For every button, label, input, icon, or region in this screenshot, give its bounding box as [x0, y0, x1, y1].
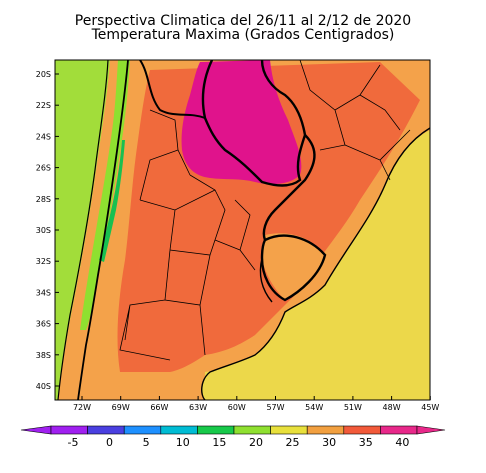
colorbar-label: 5 — [143, 436, 150, 449]
colorbar-arrow-high — [416, 425, 446, 435]
atlantic-coastline — [201, 127, 430, 400]
x-tick-label: 63W — [189, 403, 207, 412]
province-borders — [119, 109, 256, 361]
colorbar-label: 30 — [322, 436, 336, 449]
andes-border — [77, 60, 129, 400]
colorbar-segment — [343, 425, 381, 435]
x-tick-label: 48W — [383, 403, 401, 412]
y-axis: 20S 22S 24S 26S 28S 30S 32S 34S 36S 38S 40S — [36, 70, 59, 391]
bolivia-border — [139, 60, 206, 119]
colorbar-label: -5 — [67, 436, 78, 449]
very-hot-region — [181, 60, 302, 185]
andes-cool-strip — [80, 60, 130, 330]
y-tick-label: 24S — [36, 132, 51, 141]
plot-area — [55, 60, 430, 400]
y-tick-label: 30S — [36, 226, 51, 235]
pacific-coastline — [57, 60, 109, 400]
uruguay-warm — [262, 233, 325, 300]
paraguay-border — [201, 60, 307, 187]
y-tick-label: 26S — [36, 164, 51, 173]
colorbar-arrow-low — [20, 425, 52, 435]
rio-de-la-plata — [259, 257, 273, 303]
x-tick-label: 51W — [344, 403, 362, 412]
map-title: Perspectiva Climatica del 26/11 al 2/12 … — [74, 13, 412, 29]
pacific-ocean — [55, 60, 110, 400]
colorbar-segment — [233, 425, 271, 435]
x-tick-label: 66W — [150, 403, 168, 412]
state-borders — [299, 60, 411, 181]
colorbar-label: 35 — [359, 436, 373, 449]
x-tick-label: 45W — [421, 403, 439, 412]
colorbar-segment — [123, 425, 162, 435]
colorbar-label: 40 — [395, 436, 409, 449]
y-tick-label: 20S — [36, 70, 51, 79]
x-tick-label: 54W — [305, 403, 323, 412]
patagonia-coast — [205, 360, 300, 400]
colorbar-segment — [270, 425, 308, 435]
y-tick-label: 28S — [36, 195, 51, 204]
x-tick-label: 60W — [228, 403, 246, 412]
x-tick-label: 72W — [73, 403, 91, 412]
y-tick-label: 32S — [36, 257, 51, 266]
y-tick-label: 34S — [36, 288, 51, 297]
colorbar-segment — [50, 425, 88, 435]
y-tick-label: 36S — [36, 320, 51, 329]
colorbar-label: 0 — [106, 436, 113, 449]
y-tick-label: 22S — [36, 101, 51, 110]
colorbar-segment — [380, 425, 418, 435]
colorbar-segment — [160, 425, 198, 435]
colorbar-segment — [87, 425, 125, 435]
colorbar-label: 10 — [176, 436, 190, 449]
brazil-argentina-border — [262, 134, 316, 241]
x-tick-label: 57W — [266, 403, 284, 412]
colorbar: -5 0 5 10 15 20 25 30 35 40 — [20, 425, 446, 449]
political-borders — [57, 60, 430, 400]
uruguay-border — [260, 234, 327, 302]
y-tick-label: 40S — [36, 382, 51, 391]
colorbar-label: 20 — [249, 436, 263, 449]
map-subtitle: Temperatura Maxima (Grados Centigrados) — [91, 27, 395, 43]
colorbar-label: 15 — [212, 436, 226, 449]
x-tick-label: 69W — [112, 403, 130, 412]
colorbar-segment — [306, 425, 345, 435]
colorbar-segment — [197, 425, 235, 435]
y-tick-label: 38S — [36, 351, 51, 360]
x-axis: 72W 69W 66W 63W 60W 57W 54W 51W 48W 45W — [73, 396, 439, 412]
colorbar-label: 25 — [286, 436, 300, 449]
